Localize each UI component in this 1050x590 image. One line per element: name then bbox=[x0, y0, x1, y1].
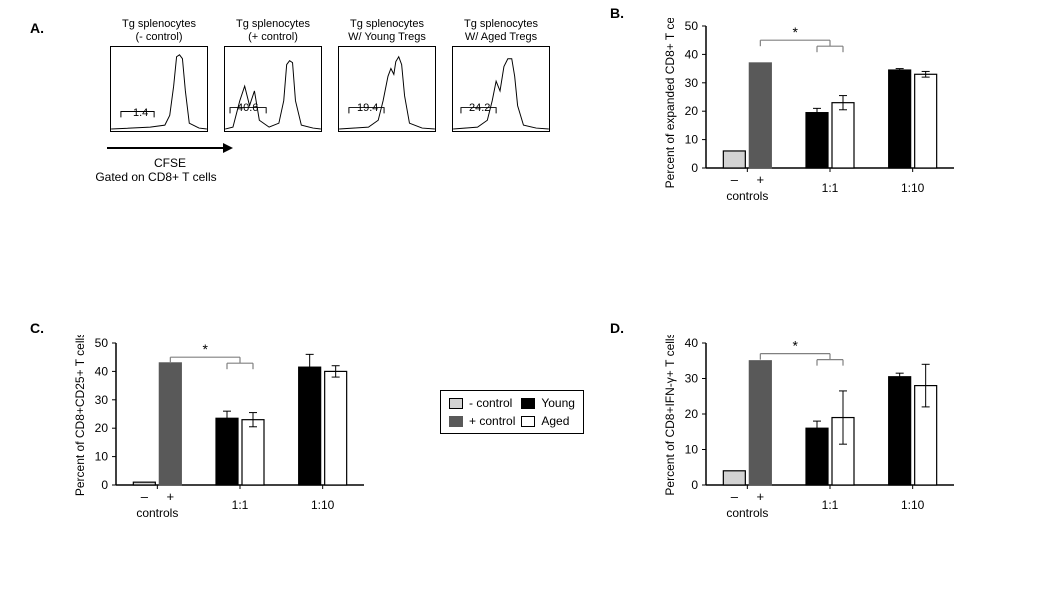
legend-label: Young bbox=[541, 396, 575, 410]
chart-d: 0 10 20 30 40 * – + controls 1:1 1:10 Percent of CD… bbox=[660, 335, 960, 535]
svg-text:50: 50 bbox=[685, 19, 699, 33]
panel-a-label: A. bbox=[30, 20, 44, 36]
svg-text:20: 20 bbox=[685, 407, 699, 421]
hist-svg bbox=[339, 47, 435, 131]
hist-svg bbox=[111, 47, 207, 131]
svg-text:controls: controls bbox=[726, 189, 768, 203]
svg-text:*: * bbox=[792, 338, 798, 354]
gate-value: 40.6 bbox=[237, 102, 258, 114]
svg-text:40: 40 bbox=[685, 47, 699, 61]
svg-text:0: 0 bbox=[101, 478, 108, 492]
legend-swatch-young bbox=[521, 398, 535, 409]
hist-svg bbox=[453, 47, 549, 131]
svg-text:–: – bbox=[731, 489, 739, 504]
svg-text:–: – bbox=[141, 489, 149, 504]
svg-text:+: + bbox=[757, 172, 765, 187]
svg-text:+: + bbox=[167, 489, 175, 504]
svg-text:20: 20 bbox=[685, 104, 699, 118]
panel-c-label: C. bbox=[30, 320, 44, 336]
svg-text:30: 30 bbox=[685, 76, 699, 90]
svg-text:Percent of CD8+IFN-γ+ T cells: Percent of CD8+IFN-γ+ T cells bbox=[663, 335, 677, 496]
cfse-gating-text: Gated on CD8+ T cells bbox=[77, 170, 235, 184]
hist-title: Tg splenocytes W/ Aged Tregs bbox=[447, 18, 555, 44]
svg-text:40: 40 bbox=[95, 364, 109, 378]
hist-title: Tg splenocytes (+ control) bbox=[219, 18, 327, 44]
histogram-pos-control: Tg splenocytes (+ control) 40.6 bbox=[219, 18, 327, 132]
legend: - control Young + control Aged bbox=[440, 390, 584, 434]
panel-b-label: B. bbox=[610, 5, 624, 21]
svg-text:10: 10 bbox=[685, 443, 699, 457]
svg-text:1:10: 1:10 bbox=[311, 498, 335, 512]
svg-text:40: 40 bbox=[685, 336, 699, 350]
legend-label: Aged bbox=[541, 414, 575, 428]
svg-text:–: – bbox=[731, 172, 739, 187]
svg-text:30: 30 bbox=[95, 393, 109, 407]
hist-svg bbox=[225, 47, 321, 131]
svg-text:1:1: 1:1 bbox=[822, 181, 839, 195]
gate-value: 19.4 bbox=[357, 102, 378, 114]
legend-swatch-pos bbox=[449, 416, 463, 427]
legend-label: - control bbox=[469, 396, 515, 410]
panel-d-label: D. bbox=[610, 320, 624, 336]
svg-text:0: 0 bbox=[691, 161, 698, 175]
svg-text:1:10: 1:10 bbox=[901, 181, 925, 195]
gate-value: 1.4 bbox=[133, 107, 148, 119]
svg-text:1:1: 1:1 bbox=[822, 498, 839, 512]
histogram-neg-control: Tg splenocytes (- control) 1.4 bbox=[105, 18, 213, 132]
gate-value: 24.2 bbox=[469, 102, 490, 114]
histogram-aged-tregs: Tg splenocytes W/ Aged Tregs 24.2 bbox=[447, 18, 555, 132]
svg-text:1:10: 1:10 bbox=[901, 498, 925, 512]
legend-swatch-aged bbox=[521, 416, 535, 427]
svg-text:*: * bbox=[202, 341, 208, 357]
hist-title: Tg splenocytes W/ Young Tregs bbox=[333, 18, 441, 44]
svg-text:50: 50 bbox=[95, 336, 109, 350]
legend-label: + control bbox=[469, 414, 515, 428]
svg-text:10: 10 bbox=[95, 450, 109, 464]
cfse-axis: CFSE Gated on CD8+ T cells bbox=[105, 140, 235, 184]
histogram-young-tregs: Tg splenocytes W/ Young Tregs 19.4 bbox=[333, 18, 441, 132]
chart-b: 0 10 20 30 40 50 * – + controls 1:1 1:10 Percent of … bbox=[660, 18, 960, 218]
svg-text:controls: controls bbox=[136, 506, 178, 520]
svg-text:Percent of CD8+CD25+ T cells: Percent of CD8+CD25+ T cells bbox=[73, 335, 87, 496]
hist-title: Tg splenocytes (- control) bbox=[105, 18, 213, 44]
svg-text:10: 10 bbox=[685, 133, 699, 147]
svg-text:+: + bbox=[757, 489, 765, 504]
svg-text:30: 30 bbox=[685, 372, 699, 386]
panel-a-histograms: Tg splenocytes (- control) 1.4 Tg spleno… bbox=[105, 18, 555, 132]
svg-text:Percent of expanded CD8+ T cel: Percent of expanded CD8+ T cells bbox=[663, 18, 677, 188]
cfse-text: CFSE bbox=[105, 156, 235, 170]
svg-text:*: * bbox=[792, 24, 798, 40]
svg-text:1:1: 1:1 bbox=[232, 498, 249, 512]
legend-swatch-neg bbox=[449, 398, 463, 409]
svg-text:0: 0 bbox=[691, 478, 698, 492]
chart-c: 0 10 20 30 40 50 * – + controls 1:1 1:10 Percent of … bbox=[70, 335, 370, 535]
svg-text:controls: controls bbox=[726, 506, 768, 520]
svg-text:20: 20 bbox=[95, 421, 109, 435]
